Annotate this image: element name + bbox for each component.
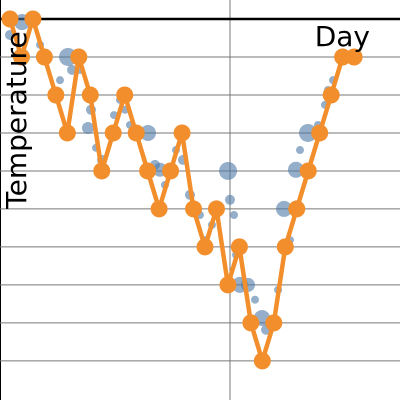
line-marker — [127, 124, 145, 142]
scatter-point — [81, 122, 94, 135]
line-marker — [311, 124, 329, 142]
line-marker — [47, 86, 65, 104]
line-marker — [196, 238, 214, 256]
scatter-point — [139, 124, 156, 141]
line-marker — [185, 200, 203, 218]
line-marker — [150, 200, 168, 218]
line-marker — [345, 48, 363, 66]
line-marker — [70, 48, 88, 66]
scatter-point — [219, 161, 238, 180]
line-marker — [299, 162, 317, 180]
line — [7, 16, 355, 364]
line-marker — [116, 86, 134, 104]
x-axis-label: Day — [315, 20, 370, 53]
line-marker — [104, 124, 122, 142]
line-marker — [162, 162, 180, 180]
scatter-point — [230, 211, 239, 220]
line-marker — [12, 48, 30, 66]
marks — [1, 10, 363, 370]
y-axis-label: Temperature — [0, 31, 33, 209]
line-marker — [207, 200, 225, 218]
line-marker — [139, 162, 157, 180]
line-marker — [1, 10, 19, 28]
line-marker — [93, 162, 111, 180]
line-marker — [35, 48, 53, 66]
line-marker — [24, 10, 42, 28]
line-marker — [58, 124, 76, 142]
line-marker — [230, 238, 248, 256]
line-marker — [276, 238, 294, 256]
scatter-point — [224, 194, 235, 205]
scatter-point — [276, 200, 293, 217]
scatter-point — [251, 295, 260, 304]
line-marker — [288, 200, 306, 218]
scatter-point — [295, 146, 304, 155]
line-marker — [173, 124, 191, 142]
line-marker — [265, 314, 283, 332]
line-marker — [219, 276, 237, 294]
line-marker — [253, 352, 271, 370]
line-marker — [322, 86, 340, 104]
scatter-point — [55, 76, 64, 85]
scatter-point — [287, 161, 304, 178]
line-marker — [81, 86, 99, 104]
line-marker — [242, 314, 260, 332]
